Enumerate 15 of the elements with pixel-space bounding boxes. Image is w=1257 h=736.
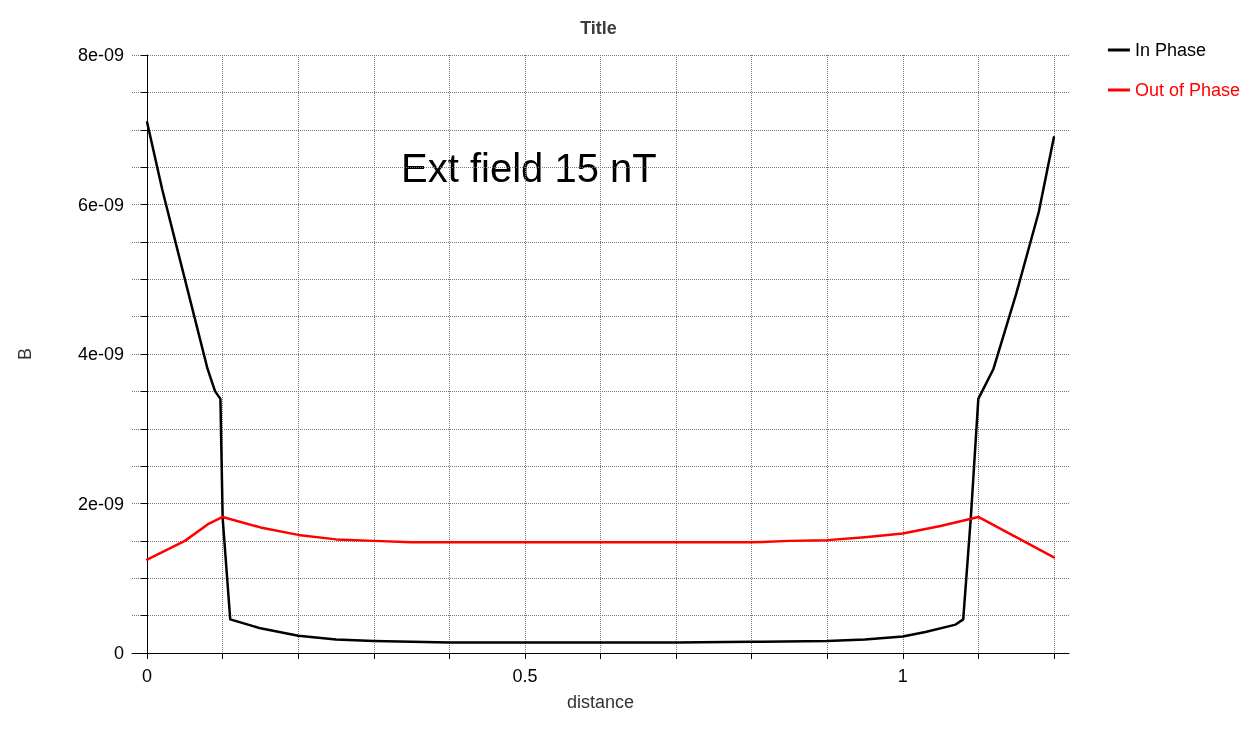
annotation: Ext field 15 nT (401, 146, 657, 190)
y-tick-label: 2e-09 (77, 493, 124, 514)
line-series (145, 515, 1056, 561)
y-axis-title: B (15, 347, 35, 361)
legend-label: In Phase (1134, 40, 1206, 60)
y-tick-label: 6e-09 (77, 194, 124, 215)
x-tick-label: 0 (142, 666, 153, 686)
legend-label: Out of Phase (1134, 80, 1241, 100)
y-tick-label: 8e-09 (77, 45, 124, 65)
x-tick-label: 1 (897, 666, 908, 686)
chart-title: Title (580, 18, 617, 38)
x-tick-label: 0.5 (512, 666, 538, 686)
y-tick-label: 0 (113, 643, 124, 663)
y-tick-label: 4e-09 (77, 344, 124, 364)
x-axis-title: distance (566, 692, 635, 712)
